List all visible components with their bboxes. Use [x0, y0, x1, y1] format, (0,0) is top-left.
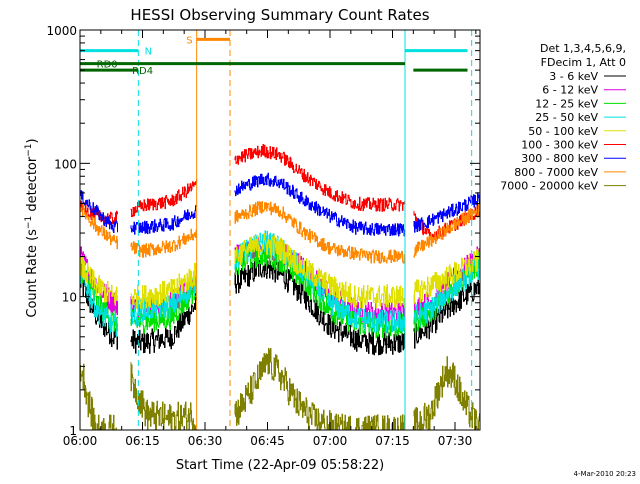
y-tick-label-100: 100 [54, 157, 77, 171]
annotation-rd0: RD0 [97, 60, 118, 71]
axes: 06:00 06:15 06:30 06:45 07:00 07:15 07:30 1 10 10… [46, 24, 481, 448]
x-tick-label-06-45: 06:45 [250, 434, 285, 448]
y-axis-label-part-2: detector [25, 156, 40, 216]
x-axis-label: Start Time (22-Apr-09 05:58:22) [176, 458, 384, 473]
plot-area: N RD0 RD4 S [80, 30, 480, 430]
legend-label-12-25-kev: 12 - 25 keV [535, 97, 598, 110]
y-axis-label-part-3: −1 [24, 143, 34, 156]
x-tick-label-06-15: 06:15 [125, 434, 160, 448]
legend-label-25-50-kev: 25 - 50 keV [535, 111, 598, 124]
y-axis-label-part-1: −1 [24, 216, 34, 229]
x-tick-label-07-15: 07:15 [375, 434, 410, 448]
legend-label-3-6-kev: 3 - 6 keV [549, 70, 598, 83]
series-line-25-50-kev [80, 230, 480, 337]
legend-label-300-800-kev: 300 - 800 keV [521, 152, 598, 165]
chart-title: HESSI Observing Summary Count Rates [130, 6, 429, 24]
legend-header-line-2: FDecim 1, Att 0 [541, 56, 626, 69]
annotation-n: N [145, 47, 152, 58]
plot-contents: N RD0 RD4 S [80, 30, 480, 430]
y-axis-label: Count Rate (s−1 detector−1) [24, 138, 40, 317]
legend-label-6-12-kev: 6 - 12 keV [542, 84, 598, 97]
series-line-7000-20000-kev [80, 347, 480, 430]
series-line-12-25-kev [80, 243, 480, 339]
x-tick-label-07-30: 07:30 [438, 434, 473, 448]
annotation-rd4: RD4 [132, 66, 153, 77]
series-line-300-800-kev [80, 172, 480, 237]
x-tick-label-07-00: 07:00 [313, 434, 348, 448]
series-line-50-100-kev [80, 233, 480, 309]
y-tick-label-1: 1 [69, 424, 77, 438]
y-axis-label-part-0: Count Rate (s [25, 229, 40, 318]
y-tick-label-1000: 1000 [46, 24, 77, 38]
footer-timestamp: 4-Mar-2010 20:23 [574, 470, 636, 478]
legend-label-800-7000-kev: 800 - 7000 keV [514, 166, 598, 179]
legend: Det 1,3,4,5,6,9, FDecim 1, Att 0 3 - 6 k… [500, 42, 626, 193]
legend-header-line-1: Det 1,3,4,5,6,9, [540, 42, 626, 55]
x-tick-label-06-30: 06:30 [188, 434, 223, 448]
plot-frame [79, 29, 481, 431]
y-axis-label-part-4: ) [25, 138, 40, 143]
x-tick-label-06-00: 06:00 [63, 434, 98, 448]
legend-label-50-100-kev: 50 - 100 keV [528, 125, 598, 138]
legend-label-7000-20000-kev: 7000 - 20000 keV [500, 180, 598, 193]
series-line-800-7000-kev [80, 201, 480, 264]
y-tick-label-10: 10 [62, 291, 77, 305]
annotation-s: S [186, 35, 192, 46]
legend-label-100-300-kev: 100 - 300 keV [521, 139, 598, 152]
